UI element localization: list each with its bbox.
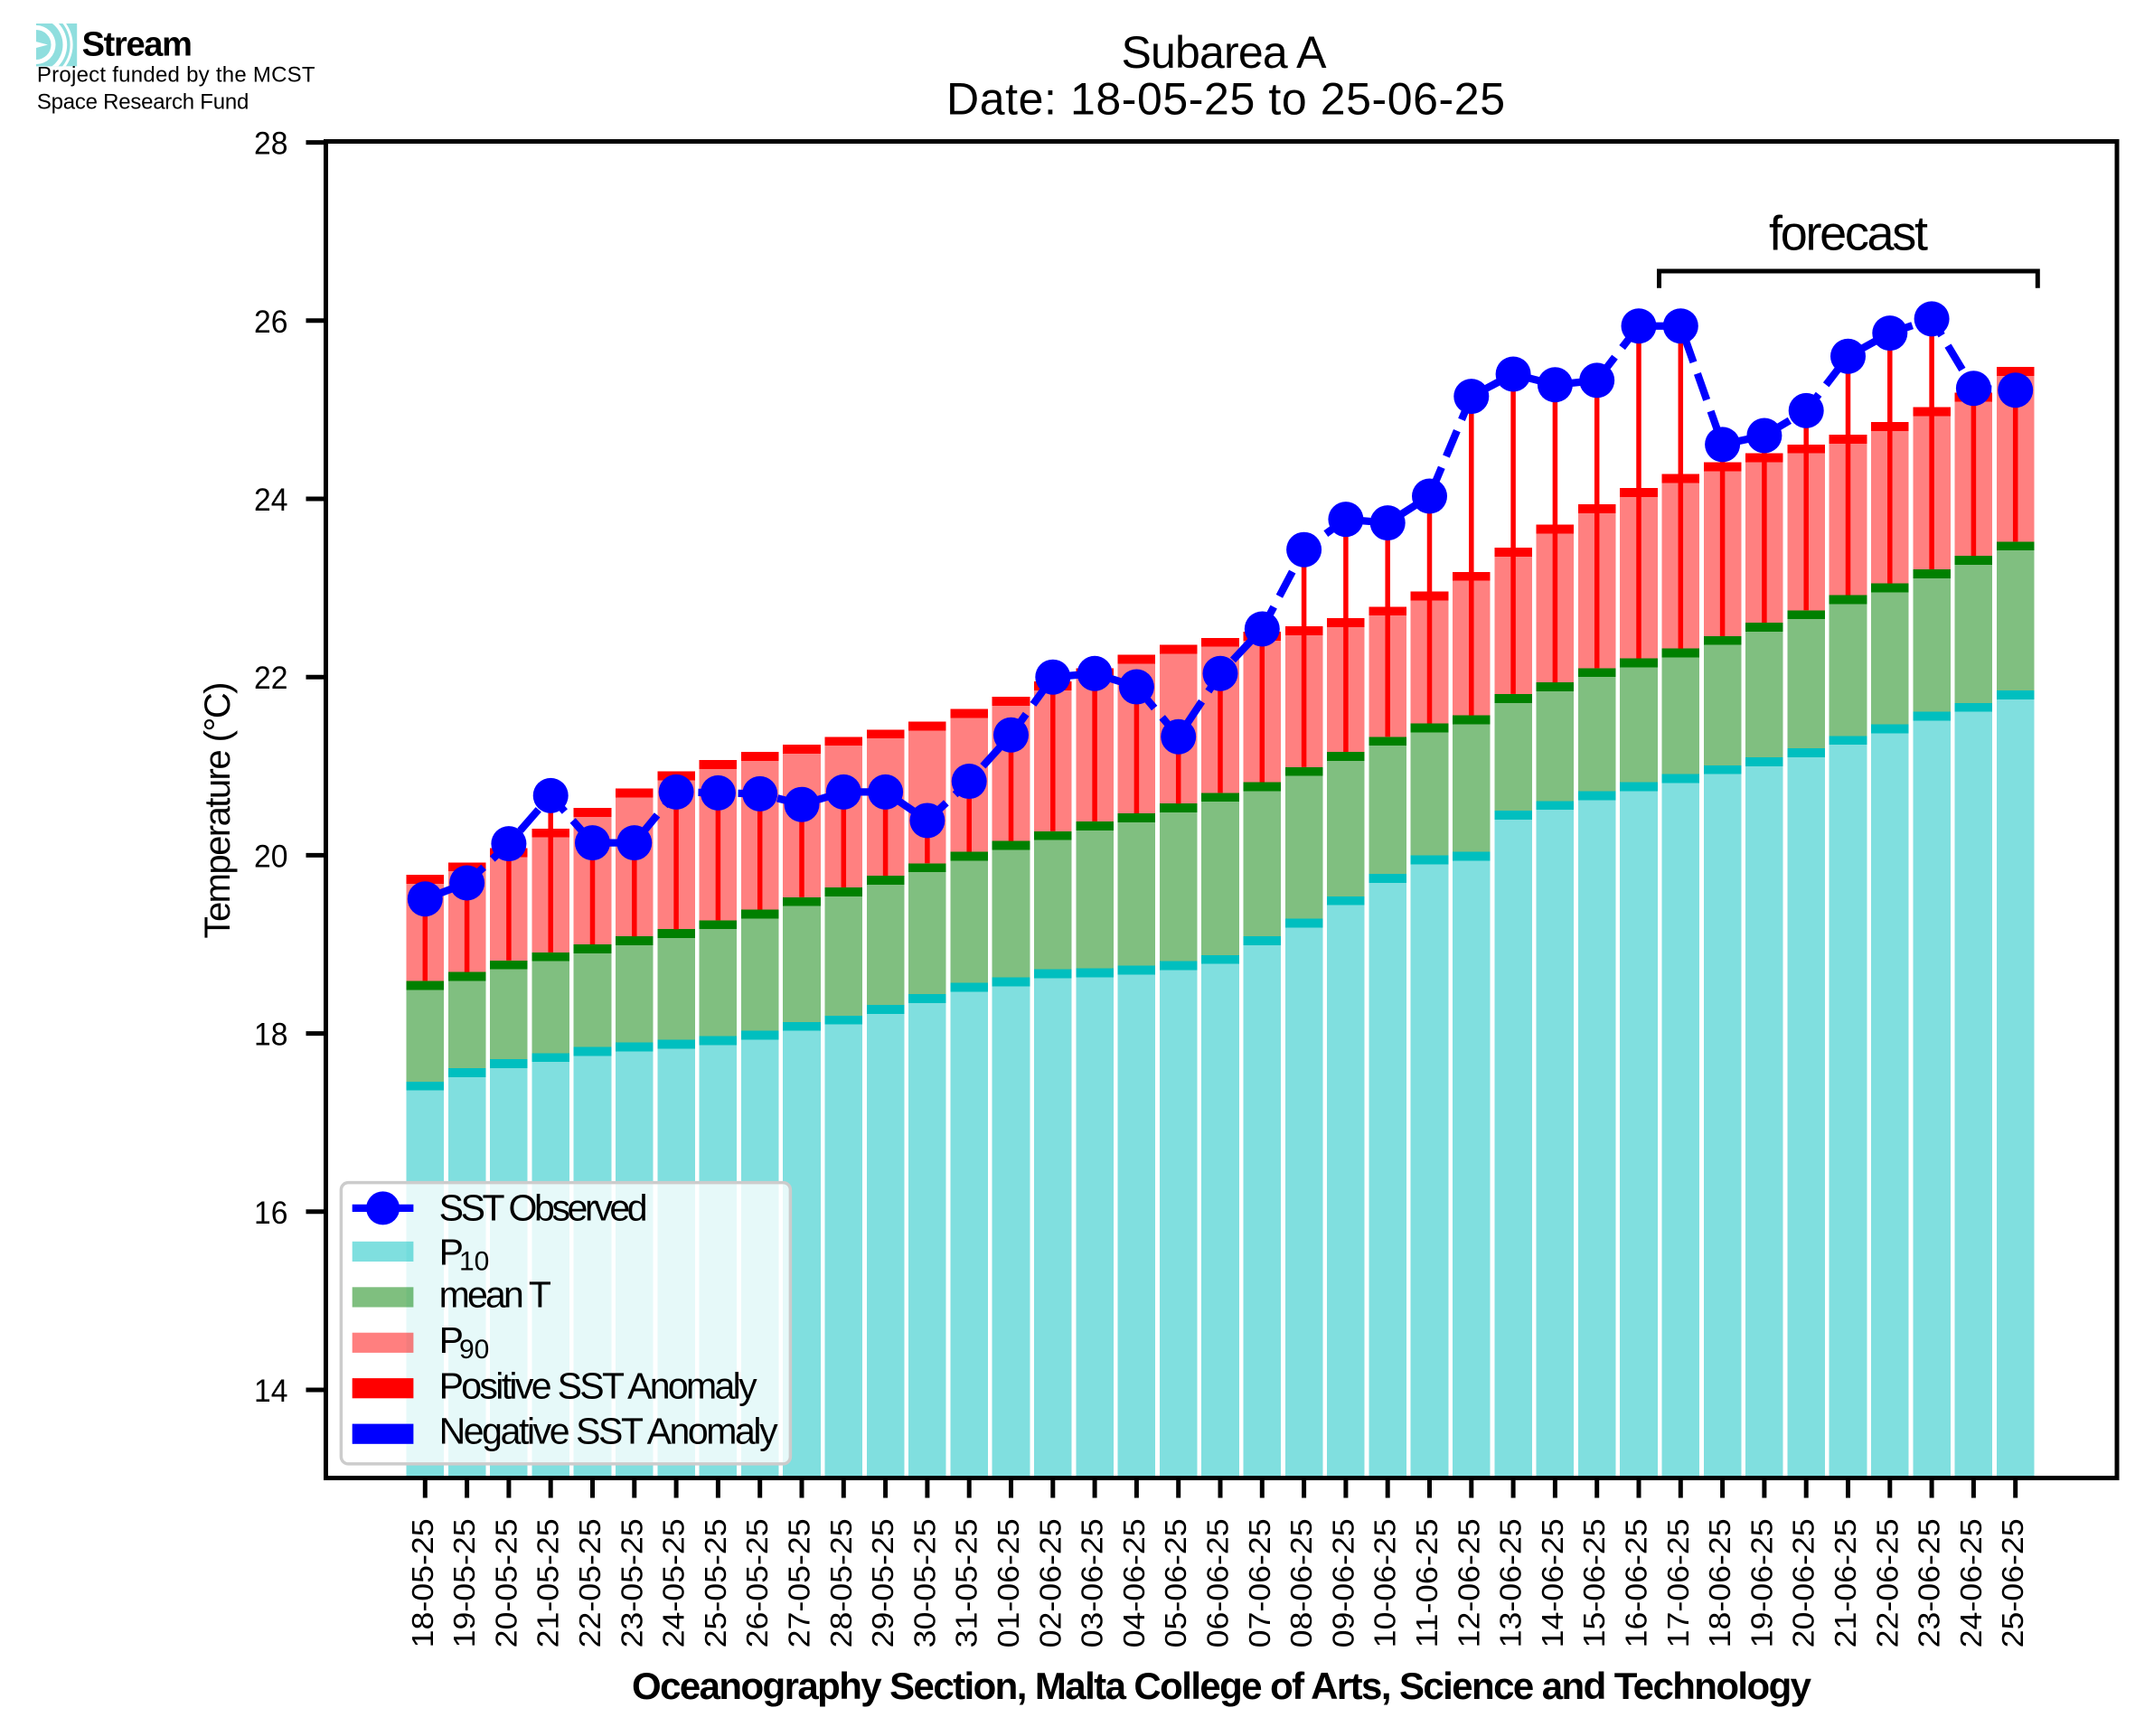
svg-text:13-06-25: 13-06-25 bbox=[1494, 1518, 1528, 1647]
svg-text:18-05-25: 18-05-25 bbox=[406, 1518, 439, 1647]
svg-text:Temperature (°C): Temperature (°C) bbox=[198, 682, 238, 939]
svg-text:22: 22 bbox=[254, 660, 288, 696]
svg-text:09-06-25: 09-06-25 bbox=[1326, 1518, 1359, 1647]
svg-text:15-06-25: 15-06-25 bbox=[1577, 1518, 1611, 1647]
svg-text:Positive SST Anomaly: Positive SST Anomaly bbox=[439, 1365, 757, 1406]
svg-text:19-06-25: 19-06-25 bbox=[1745, 1518, 1778, 1647]
svg-text:forecast: forecast bbox=[1769, 207, 1928, 261]
svg-text:12-06-25: 12-06-25 bbox=[1452, 1518, 1485, 1647]
svg-text:28-05-25: 28-05-25 bbox=[824, 1518, 858, 1647]
svg-text:25-05-25: 25-05-25 bbox=[699, 1518, 732, 1647]
svg-text:SST Observed: SST Observed bbox=[439, 1187, 648, 1228]
svg-text:31-05-25: 31-05-25 bbox=[950, 1518, 983, 1647]
svg-text:04-06-25: 04-06-25 bbox=[1117, 1518, 1151, 1647]
svg-text:22-05-25: 22-05-25 bbox=[573, 1518, 607, 1647]
svg-text:mean T: mean T bbox=[439, 1274, 551, 1316]
svg-text:20-05-25: 20-05-25 bbox=[489, 1518, 522, 1647]
svg-text:29-05-25: 29-05-25 bbox=[866, 1518, 899, 1647]
svg-text:26-05-25: 26-05-25 bbox=[740, 1518, 774, 1647]
svg-text:14: 14 bbox=[254, 1373, 288, 1409]
svg-text:01-06-25: 01-06-25 bbox=[992, 1518, 1025, 1647]
svg-text:20: 20 bbox=[254, 838, 288, 874]
svg-text:27-05-25: 27-05-25 bbox=[783, 1518, 816, 1647]
svg-text:22-06-25: 22-06-25 bbox=[1870, 1518, 1904, 1647]
svg-text:30-05-25: 30-05-25 bbox=[908, 1518, 941, 1647]
svg-text:02-06-25: 02-06-25 bbox=[1033, 1518, 1067, 1647]
svg-text:11-06-25: 11-06-25 bbox=[1410, 1518, 1444, 1647]
svg-text:18: 18 bbox=[254, 1017, 288, 1053]
svg-text:21-06-25: 21-06-25 bbox=[1829, 1518, 1862, 1647]
svg-text:Stream: Stream bbox=[82, 26, 193, 64]
svg-text:16-06-25: 16-06-25 bbox=[1620, 1518, 1653, 1647]
svg-text:Project funded by the MCST: Project funded by the MCST bbox=[37, 63, 315, 88]
svg-text:24-05-25: 24-05-25 bbox=[657, 1518, 691, 1647]
svg-text:17-06-25: 17-06-25 bbox=[1661, 1518, 1695, 1647]
svg-text:16: 16 bbox=[254, 1195, 288, 1231]
svg-text:05-06-25: 05-06-25 bbox=[1159, 1518, 1192, 1647]
svg-text:28: 28 bbox=[254, 126, 288, 162]
svg-text:24-06-25: 24-06-25 bbox=[1954, 1518, 1988, 1647]
svg-text:07-06-25: 07-06-25 bbox=[1243, 1518, 1276, 1647]
svg-text:26: 26 bbox=[254, 304, 288, 340]
svg-text:Space Research Fund: Space Research Fund bbox=[37, 90, 249, 115]
svg-text:21-05-25: 21-05-25 bbox=[531, 1518, 565, 1647]
svg-text:20-06-25: 20-06-25 bbox=[1787, 1518, 1820, 1647]
svg-text:19-05-25: 19-05-25 bbox=[447, 1518, 481, 1647]
svg-text:Subarea A: Subarea A bbox=[1122, 27, 1328, 78]
svg-text:Date: 18-05-25 to 25-06-25: Date: 18-05-25 to 25-06-25 bbox=[946, 74, 1505, 125]
svg-text:10-06-25: 10-06-25 bbox=[1369, 1518, 1402, 1647]
svg-text:14-06-25: 14-06-25 bbox=[1536, 1518, 1569, 1647]
svg-text:24: 24 bbox=[254, 482, 288, 518]
svg-text:Oceanography Section, Malta Co: Oceanography Section, Malta College of A… bbox=[632, 1665, 1812, 1707]
svg-text:08-06-25: 08-06-25 bbox=[1284, 1518, 1318, 1647]
svg-text:23-06-25: 23-06-25 bbox=[1913, 1518, 1946, 1647]
svg-text:06-06-25: 06-06-25 bbox=[1201, 1518, 1235, 1647]
svg-text:03-06-25: 03-06-25 bbox=[1076, 1518, 1109, 1647]
svg-text:Negative SST Anomaly: Negative SST Anomaly bbox=[439, 1411, 778, 1452]
svg-text:25-06-25: 25-06-25 bbox=[1996, 1518, 2029, 1647]
svg-text:23-05-25: 23-05-25 bbox=[615, 1518, 648, 1647]
svg-text:18-06-25: 18-06-25 bbox=[1703, 1518, 1736, 1647]
